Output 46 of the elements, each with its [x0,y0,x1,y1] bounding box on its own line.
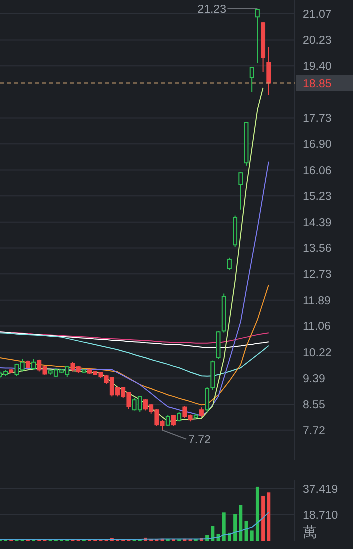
candlestick [199,407,204,418]
line-series [0,332,270,377]
y-tick-label: 21.07 [303,9,332,22]
line-series [0,512,270,540]
line-series [0,284,270,406]
line-series [0,161,270,417]
y-tick-label: 18.710 [303,510,338,522]
y-tick-label: 13.56 [303,243,332,256]
bar [250,530,254,541]
bar [222,512,226,541]
y-tick-label: 8.55 [303,399,326,412]
line-series [0,87,264,422]
y-tick-label: 11.06 [303,321,331,334]
annotation: 21.23 [198,4,226,16]
bar [239,505,243,541]
candlestick [32,358,36,371]
annotation: 7.72 [188,434,211,446]
y-tick-label: 19.40 [303,61,332,74]
bar [234,514,238,541]
candlestick [205,386,210,413]
y-tick-label: 11.89 [303,295,331,308]
y-tick-label: 15.23 [303,191,332,204]
y-tick-label: 16.06 [303,165,332,178]
candlestick [227,257,232,271]
bar [262,496,266,541]
y-tick-label: 7.72 [303,425,326,438]
y-axis-title: 萬 [303,524,317,540]
line-series [0,332,270,349]
y-tick-label: 9.39 [303,373,326,386]
y-tick-label: 14.39 [303,217,332,230]
bar [256,486,260,541]
candlestick [255,8,260,64]
ref-line-label: 18.85 [303,78,332,90]
bar [211,526,215,541]
y-tick-label: 10.22 [303,347,332,360]
y-tick-label: 37.419 [303,484,338,496]
candlestick [166,414,170,427]
candlestick [238,172,244,210]
y-tick-label: 17.73 [303,113,332,126]
candlestick [250,67,254,92]
candlestick [171,414,176,427]
candlestick [266,46,272,96]
bar [267,492,271,541]
y-tick-label: 12.73 [303,269,332,282]
y-tick-label: 16.90 [303,139,332,152]
y-tick-label: 20.23 [303,35,332,48]
